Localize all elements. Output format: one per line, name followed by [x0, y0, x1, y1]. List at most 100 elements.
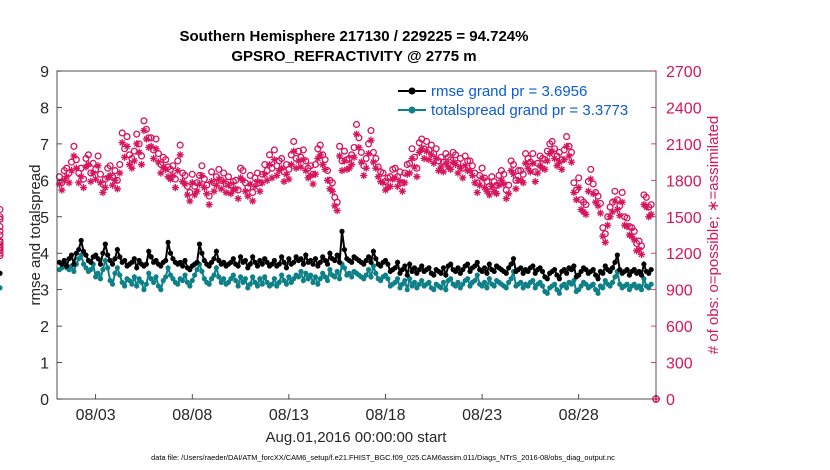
possible-obs-marker [567, 148, 576, 156]
rmse-marker [612, 259, 618, 265]
rmse-marker [551, 267, 558, 273]
x-tick-label: 08/13 [269, 407, 309, 424]
assimilated-obs-marker [287, 160, 295, 169]
assimilated-obs-marker [360, 171, 368, 180]
totalspread-marker [218, 279, 224, 285]
rmse-marker [556, 276, 562, 282]
assimilated-obs-marker [217, 185, 225, 193]
possible-obs-marker [396, 168, 404, 176]
rmse-marker [310, 261, 316, 267]
totalspread-marker [271, 276, 277, 282]
assimilated-obs-marker [485, 191, 493, 199]
totalspread-marker [250, 274, 256, 280]
assimilated-obs-marker [548, 147, 556, 155]
rmse-marker [394, 259, 401, 265]
possible-obs-marker [0, 241, 4, 249]
rmse-marker [112, 256, 118, 262]
assimilated-obs-marker [118, 139, 126, 147]
assimilated-obs-marker [157, 169, 165, 177]
possible-obs-marker [391, 164, 399, 172]
totalspread-marker [235, 283, 241, 289]
possible-obs-marker [244, 184, 252, 192]
assimilated-obs-marker [575, 184, 583, 192]
right-y-tick-label: 2700 [666, 64, 702, 81]
assimilated-obs-marker [169, 171, 177, 180]
assimilated-obs-marker [483, 187, 491, 195]
possible-obs-marker [0, 247, 4, 255]
totalspread-marker [129, 281, 135, 287]
assimilated-obs-marker [113, 185, 121, 193]
assimilated-obs-marker [531, 177, 539, 186]
assimilated-obs-marker [570, 188, 578, 197]
assimilated-obs-marker [451, 160, 460, 169]
rmse-marker [230, 256, 236, 262]
assimilated-obs-marker [215, 175, 223, 183]
legend-rmse-marker [408, 87, 416, 95]
rmse-marker [609, 265, 616, 271]
rmse-marker [370, 248, 377, 254]
legend-totalspread-label: totalspread grand pr = 3.3773 [431, 102, 628, 119]
assimilated-obs-marker [265, 160, 274, 169]
assimilated-obs-marker [473, 188, 481, 197]
totalspread-marker [539, 283, 546, 289]
rmse-marker [242, 257, 248, 264]
rmse-marker [136, 257, 142, 264]
rmse-marker [636, 268, 642, 275]
rmse-marker [576, 272, 582, 278]
totalspread-marker [491, 283, 497, 289]
assimilated-obs-marker [372, 164, 380, 172]
assimilated-obs-marker [84, 160, 92, 169]
assimilated-obs-marker [391, 174, 399, 182]
totalspread-marker [595, 290, 601, 296]
rmse-marker [102, 241, 108, 247]
assimilated-obs-marker [328, 187, 336, 195]
legend-totalspread-marker [408, 106, 416, 114]
assimilated-obs-marker [459, 174, 467, 182]
left-y-tick-label: 2 [40, 319, 49, 336]
possible-obs-marker [200, 175, 208, 183]
assimilated-obs-marker [480, 184, 489, 192]
assimilated-obs-marker [222, 188, 230, 197]
assimilated-obs-marker [393, 182, 402, 191]
assimilated-obs-marker [468, 171, 477, 180]
possible-obs-marker [0, 238, 4, 246]
assimilated-obs-marker [427, 151, 435, 159]
assimilated-obs-marker [258, 179, 266, 187]
totalspread-marker [609, 279, 616, 285]
assimilated-obs-marker [507, 167, 515, 175]
assimilated-obs-marker [582, 210, 590, 218]
assimilated-obs-marker [106, 171, 114, 180]
assimilated-obs-marker [224, 181, 233, 189]
assimilated-obs-marker [67, 167, 76, 175]
assimilated-obs-marker [386, 182, 394, 191]
assimilated-obs-marker [232, 185, 240, 193]
assimilated-obs-marker [135, 148, 143, 156]
totalspread-marker [247, 281, 253, 287]
totalspread-marker [310, 279, 316, 285]
rmse-marker [88, 259, 94, 265]
possible-obs-marker [140, 117, 148, 125]
possible-obs-marker [0, 244, 4, 252]
assimilated-obs-marker [348, 160, 356, 169]
possible-obs-marker [137, 152, 146, 160]
rmse-marker [448, 261, 454, 267]
possible-obs-marker [587, 165, 595, 173]
rmse-marker [167, 250, 174, 256]
totalspread-marker [95, 270, 101, 276]
rmse-marker [626, 272, 633, 278]
rmse-marker [312, 256, 319, 262]
rmse-marker [283, 265, 290, 271]
assimilated-obs-marker [246, 180, 254, 188]
possible-obs-marker [422, 137, 431, 146]
possible-obs-marker [637, 242, 646, 250]
rmse-marker [474, 259, 480, 265]
possible-obs-marker [365, 140, 373, 148]
rmse-marker [438, 270, 444, 276]
totalspread-marker [160, 277, 166, 284]
assimilated-obs-marker [285, 175, 293, 183]
rmse-marker [595, 276, 601, 282]
totalspread-marker [211, 272, 217, 278]
possible-obs-marker [118, 129, 126, 137]
x-tick-label: 08/18 [365, 407, 405, 424]
